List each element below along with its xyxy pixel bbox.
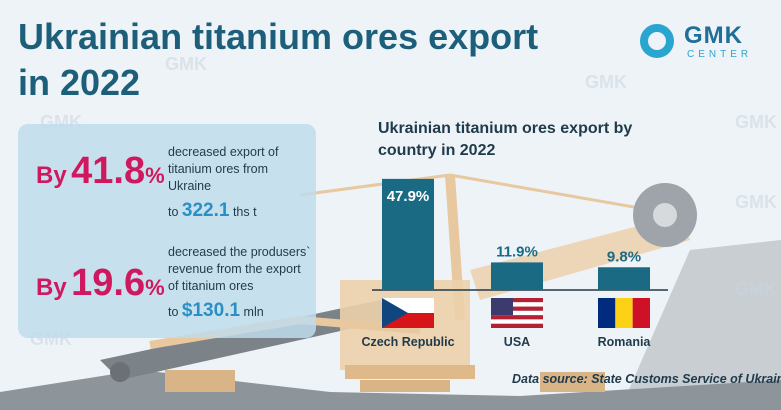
watermark: GMK — [735, 112, 777, 132]
stat-result-value: $130.1 — [181, 300, 241, 321]
bar — [598, 267, 650, 290]
watermark: GMK — [165, 54, 207, 74]
stat-description: decreased export of titanium ores from U… — [168, 145, 279, 193]
usa-flag-icon — [491, 310, 543, 316]
stat-percent: By 41.8% — [36, 150, 165, 193]
category-label: Romania — [598, 335, 652, 349]
page-title: Ukrainian titanium ores export in 2022 — [18, 16, 539, 103]
usa-flag-icon — [491, 298, 543, 303]
stat-result: to $130.1 mln — [168, 300, 264, 322]
stat-unit: % — [145, 163, 165, 188]
logo-ring-icon — [640, 24, 674, 58]
romania-flag-icon — [632, 298, 650, 328]
usa-flag-icon — [491, 298, 513, 316]
data-source-credit: Data source: State Customs Service of Uk… — [512, 372, 781, 386]
bar — [491, 262, 543, 290]
usa-flag-icon — [491, 315, 543, 320]
bar-value-label: 47.9% — [387, 188, 430, 205]
stat-description: decreased the produsers` revenue from th… — [168, 245, 311, 293]
gmk-center-logo: GMK CENTER — [640, 22, 770, 62]
stat-result-prefix: to — [168, 305, 179, 319]
watermark: GMK — [735, 192, 777, 212]
bar — [382, 178, 434, 290]
stat-prefix: By — [36, 274, 67, 301]
stat-prefix: By — [36, 162, 67, 189]
stat-percent: By 19.6% — [36, 262, 165, 305]
usa-flag-icon — [491, 323, 543, 328]
usa-flag-icon — [491, 306, 543, 311]
logo-text: GMK — [684, 22, 743, 49]
logo-subtext: CENTER — [687, 49, 753, 60]
watermark: GMK — [735, 279, 777, 299]
stat-result-value: 322.1 — [181, 200, 230, 221]
category-label: Czech Republic — [361, 335, 454, 349]
chart-title: Ukrainian titanium ores export by countr… — [378, 120, 633, 159]
usa-flag-icon — [491, 302, 543, 307]
romania-flag-icon — [615, 298, 633, 328]
czech-flag-icon — [382, 298, 408, 328]
romania-flag-icon — [598, 298, 616, 328]
usa-flag-icon — [491, 319, 543, 324]
stat-result: to 322.1 ths t — [168, 200, 257, 222]
stat-number: 19.6 — [71, 262, 146, 304]
bar-value-label: 9.8% — [607, 248, 641, 265]
stat-result-prefix: to — [168, 205, 179, 219]
stat-result-unit: mln — [243, 305, 264, 319]
stat-result-unit: ths t — [232, 205, 257, 219]
watermark: GMK — [585, 72, 627, 92]
stat-number: 41.8 — [71, 150, 146, 192]
category-label: USA — [504, 335, 530, 349]
stats-panel — [18, 124, 316, 338]
bar-value-label: 11.9% — [496, 243, 538, 260]
stat-unit: % — [145, 275, 165, 300]
